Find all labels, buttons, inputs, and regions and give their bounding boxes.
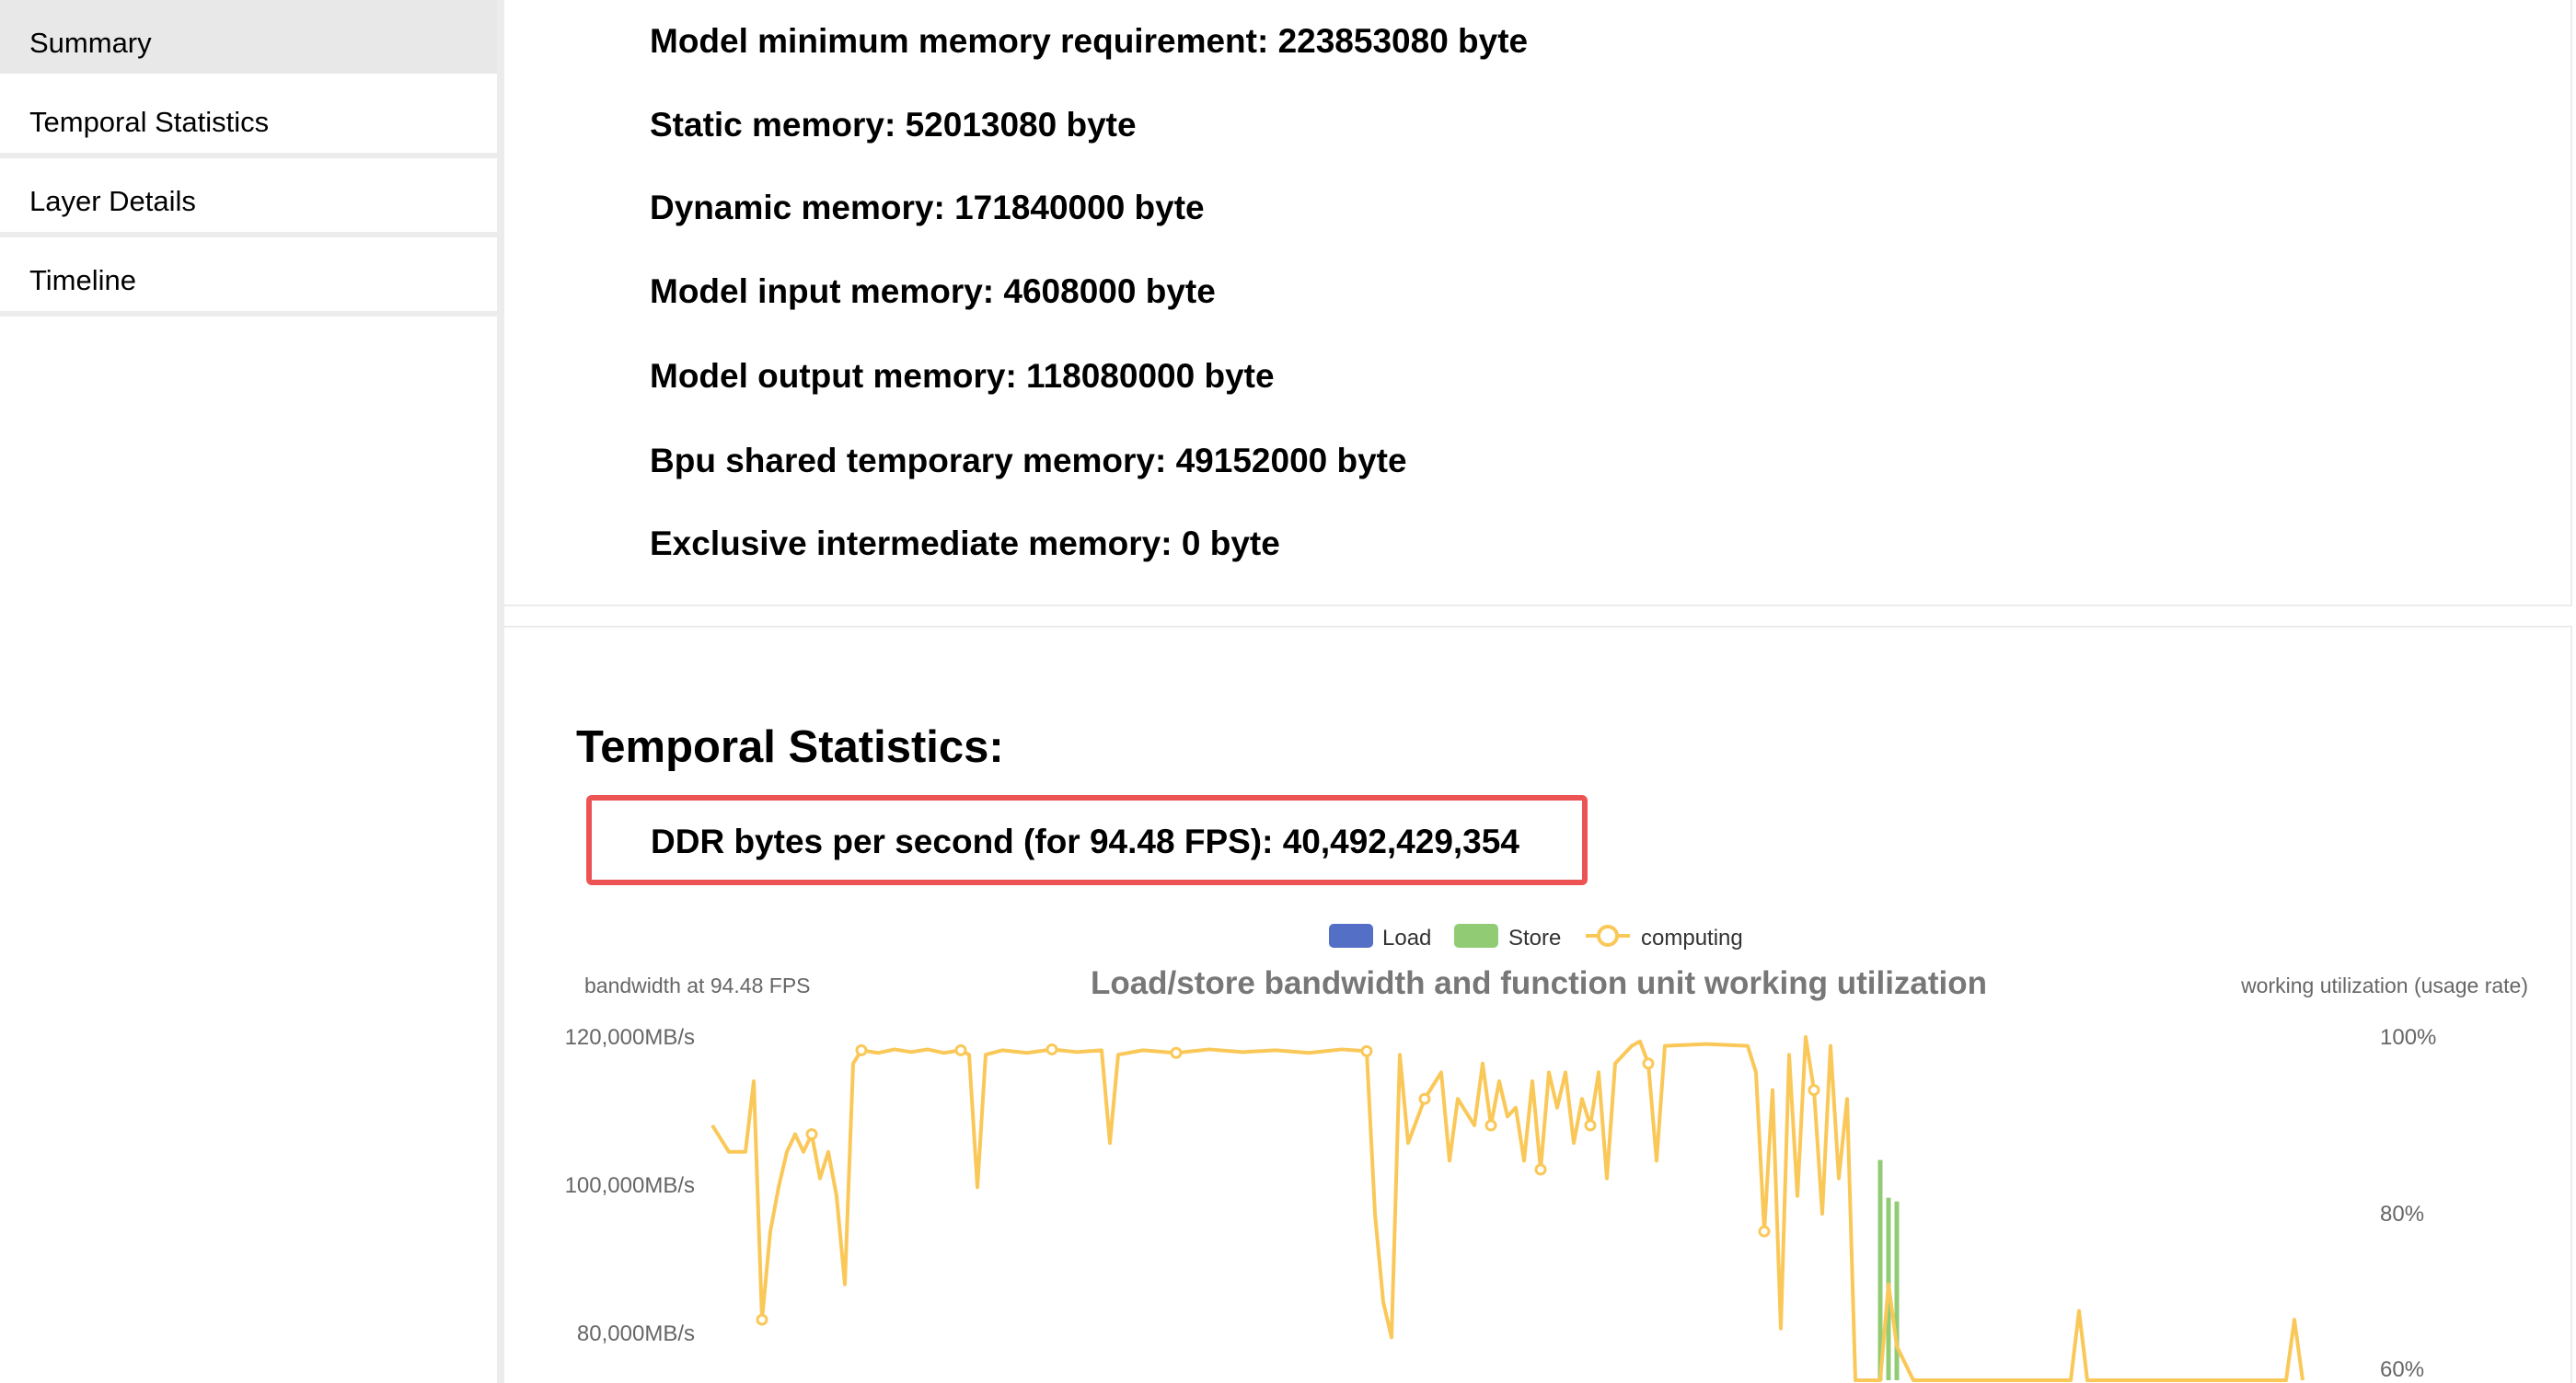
chart-title: Load/store bandwidth and function unit w… — [1091, 965, 1987, 1001]
legend-load-label[interactable]: Load — [1382, 926, 1431, 951]
right-axis-label: working utilization (usage rate) — [2240, 974, 2528, 997]
output-memory-line: Model output memory: 118080000 byte — [650, 357, 1275, 395]
computing-point[interactable] — [954, 1043, 967, 1056]
computing-point[interactable] — [756, 1313, 768, 1326]
computing-series — [710, 1035, 2305, 1382]
right-tick-label: 80% — [2380, 1202, 2424, 1227]
computing-point[interactable] — [1170, 1046, 1183, 1059]
computing-line — [710, 1035, 2305, 1382]
left-tick-label: 100,000MB/s — [565, 1173, 695, 1198]
legend-store-swatch[interactable] — [1454, 924, 1498, 948]
min-memory-line: Model minimum memory requirement: 223853… — [650, 22, 1529, 60]
left-tick-label: 120,000MB/s — [565, 1025, 695, 1050]
shared-temp-memory-line: Bpu shared temporary memory: 49152000 by… — [650, 442, 1407, 479]
computing-point[interactable] — [1642, 1057, 1655, 1070]
computing-point[interactable] — [805, 1128, 818, 1141]
computing-point[interactable] — [1484, 1119, 1497, 1132]
sidebar: Summary Temporal Statistics Layer Detail… — [0, 0, 504, 1383]
temporal-card: Temporal Statistics: DDR bytes per secon… — [504, 626, 2572, 1383]
dynamic-memory-line: Dynamic memory: 171840000 byte — [650, 189, 1205, 226]
store-bar[interactable] — [1877, 1159, 1883, 1380]
legend: Load Store computing — [1329, 924, 1743, 951]
sidebar-item-temporal-statistics[interactable]: Temporal Statistics — [0, 79, 497, 158]
computing-point[interactable] — [1534, 1163, 1547, 1176]
legend-computing-label[interactable]: computing — [1641, 926, 1743, 951]
right-tick-label: 60% — [2380, 1357, 2424, 1382]
exclusive-memory-line: Exclusive intermediate memory: 0 byte — [650, 524, 1280, 562]
computing-point[interactable] — [1418, 1092, 1431, 1105]
computing-point[interactable] — [1808, 1084, 1820, 1097]
computing-point[interactable] — [1045, 1043, 1058, 1055]
sidebar-item-layer-details[interactable]: Layer Details — [0, 158, 497, 237]
computing-point[interactable] — [1584, 1119, 1597, 1132]
ddr-bytes-per-second: DDR bytes per second (for 94.48 FPS): 40… — [651, 823, 1519, 860]
summary-card: Model minimum memory requirement: 223853… — [504, 0, 2572, 606]
computing-point[interactable] — [855, 1043, 868, 1056]
ddr-highlight-box: DDR bytes per second (for 94.48 FPS): 40… — [586, 795, 1588, 885]
legend-computing-marker[interactable] — [1597, 925, 1619, 947]
left-tick-label: 80,000MB/s — [577, 1321, 695, 1346]
static-memory-line: Static memory: 52013080 byte — [650, 106, 1137, 144]
sidebar-item-timeline[interactable]: Timeline — [0, 237, 497, 317]
right-tick-label: 100% — [2380, 1025, 2436, 1050]
store-bar[interactable] — [1894, 1201, 1900, 1380]
sidebar-item-summary[interactable]: Summary — [0, 0, 497, 79]
legend-store-label[interactable]: Store — [1508, 926, 1561, 951]
left-axis-label: bandwidth at 94.48 FPS — [584, 974, 811, 997]
temporal-statistics-title: Temporal Statistics: — [576, 722, 1004, 772]
legend-load-swatch[interactable] — [1329, 924, 1373, 948]
computing-point[interactable] — [1360, 1044, 1373, 1057]
computing-point[interactable] — [1758, 1225, 1771, 1238]
input-memory-line: Model input memory: 4608000 byte — [650, 272, 1216, 310]
